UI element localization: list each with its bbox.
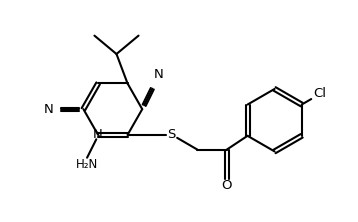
Text: S: S — [168, 128, 176, 141]
Text: N: N — [44, 103, 54, 116]
Text: N: N — [93, 128, 103, 141]
Text: N: N — [154, 68, 164, 81]
Text: Cl: Cl — [314, 87, 326, 100]
Text: H₂N: H₂N — [76, 158, 98, 171]
Text: O: O — [222, 179, 232, 192]
